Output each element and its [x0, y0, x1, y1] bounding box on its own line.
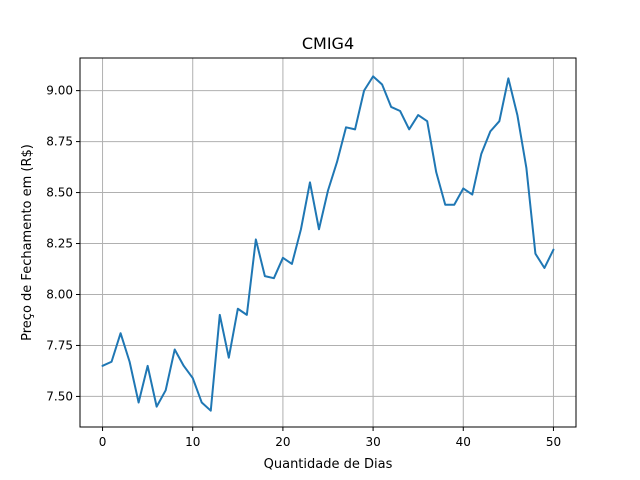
y-tick-label: 7.75: [46, 338, 73, 352]
y-tick-label: 8.50: [46, 186, 73, 200]
x-tick-label: 20: [275, 435, 290, 449]
x-tick-label: 10: [185, 435, 200, 449]
y-axis-ticks: 7.50 7.75 8.00 8.25 8.50 8.75 9.00: [46, 84, 80, 403]
x-axis-label: Quantidade de Dias: [264, 457, 393, 472]
x-tick-label: 40: [456, 435, 471, 449]
y-tick-label: 7.50: [46, 389, 73, 403]
x-tick-label: 0: [99, 435, 107, 449]
plot-frame: [79, 57, 577, 428]
y-tick-label: 8.75: [46, 135, 73, 149]
x-tick-label: 50: [546, 435, 561, 449]
x-tick-label: 30: [365, 435, 380, 449]
x-axis-ticks: 0 10 20 30 40 50: [99, 427, 561, 449]
y-tick-label: 9.00: [46, 84, 73, 98]
y-tick-label: 8.00: [46, 287, 73, 301]
y-axis-label: Preço de Fechamento em (R$): [20, 144, 35, 341]
chart-title: CMIG4: [302, 34, 354, 53]
series-line-cmig4: [101, 75, 555, 412]
grid-lines: [80, 58, 576, 427]
y-tick-label: 8.25: [46, 237, 73, 251]
